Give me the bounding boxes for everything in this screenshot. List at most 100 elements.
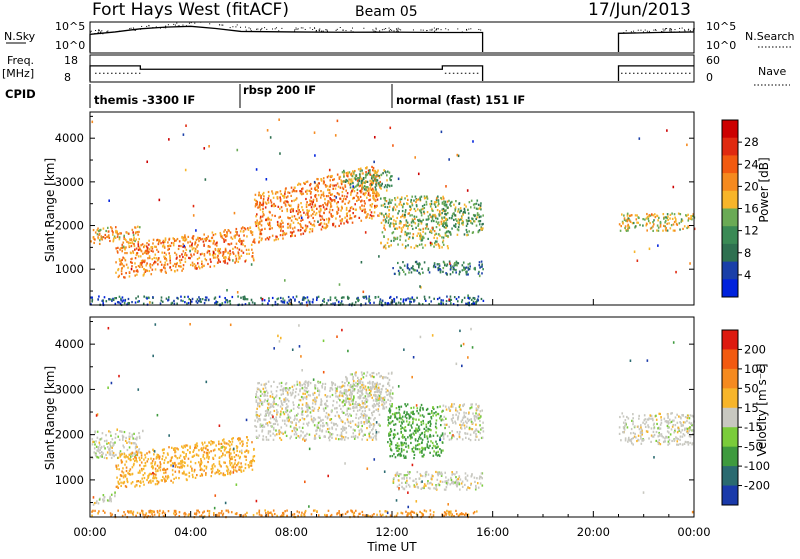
data-pixel [354,203,356,205]
data-pixel [377,383,379,385]
data-pixel [143,465,145,467]
nsky-sample [663,29,664,30]
data-pixel [422,231,424,233]
data-pixel [326,430,328,432]
data-pixel [165,471,167,473]
nsky-sample [312,29,313,30]
data-pixel [197,237,199,239]
data-pixel [382,397,384,399]
data-pixel [216,244,218,246]
data-pixel [193,253,195,255]
data-pixel [328,414,330,416]
data-pixel [381,388,383,390]
data-pixel [412,228,414,230]
data-pixel [165,237,167,239]
data-pixel [652,230,654,232]
data-pixel [281,385,283,387]
data-pixel [282,393,284,395]
data-pixel [363,376,365,378]
data-pixel [300,430,302,432]
data-pixel [110,441,112,443]
data-pixel [424,261,426,263]
nsky-sample [445,28,446,29]
data-pixel [398,302,400,304]
data-pixel [658,217,660,219]
data-pixel [214,265,216,267]
data-pixel [256,430,258,432]
data-pixel [346,431,348,433]
data-pixel [627,229,629,231]
data-pixel [155,246,157,248]
data-pixel [370,187,372,189]
data-pixel [271,391,273,393]
data-pixel [338,209,340,211]
nsky-sample [653,30,654,31]
data-pixel [363,193,365,195]
data-pixel [323,212,325,214]
data-pixel [374,211,376,213]
data-pixel [120,303,122,305]
data-pixel [153,475,155,477]
data-pixel [346,215,348,217]
data-pixel [386,216,388,218]
data-pixel [350,373,352,375]
data-pixel [298,393,300,395]
nsky-sample [343,30,344,31]
data-pixel [446,222,448,224]
data-pixel [137,451,139,453]
data-pixel [633,222,635,224]
data-pixel [212,254,214,256]
data-pixel [417,232,419,234]
data-pixel [136,480,138,482]
data-pixel [377,391,379,393]
data-pixel [392,215,394,217]
data-pixel [136,270,138,272]
data-pixel [304,389,306,391]
data-pixel [168,296,170,298]
data-pixel [293,231,295,233]
data-pixel [263,439,265,441]
data-pixel [138,255,140,257]
data-pixel [652,225,654,227]
data-pixel [340,438,342,440]
data-pixel-sparse [689,262,691,265]
nsky-sample [390,29,391,30]
data-pixel [324,198,326,200]
data-pixel [286,233,288,235]
data-pixel [236,470,238,472]
data-pixel [152,269,154,271]
data-pixel [214,465,216,467]
data-pixel [124,456,126,458]
data-pixel [378,387,380,389]
data-pixel [431,220,433,222]
data-pixel [302,431,304,433]
data-pixel [373,437,375,439]
data-pixel [376,438,378,440]
data-pixel [290,417,292,419]
data-pixel [176,303,178,305]
nsky-sample [351,30,352,31]
data-pixel [275,193,277,195]
data-pixel [113,452,115,454]
data-pixel [102,452,104,454]
data-pixel [117,236,119,238]
nsky-sample [423,30,424,31]
data-pixel [211,471,213,473]
data-pixel [295,437,297,439]
data-pixel [109,449,111,451]
data-pixel [408,212,410,214]
data-pixel [455,271,457,273]
data-pixel [173,238,175,240]
data-pixel [150,266,152,268]
data-pixel [305,214,307,216]
data-pixel [353,410,355,412]
data-pixel [94,238,96,240]
data-pixel [453,263,455,265]
data-pixel [302,393,304,395]
data-pixel [663,225,665,227]
data-pixel [377,410,379,412]
data-pixel [399,266,401,268]
data-pixel [217,261,219,263]
data-pixel [358,182,360,184]
data-pixel [433,445,435,447]
